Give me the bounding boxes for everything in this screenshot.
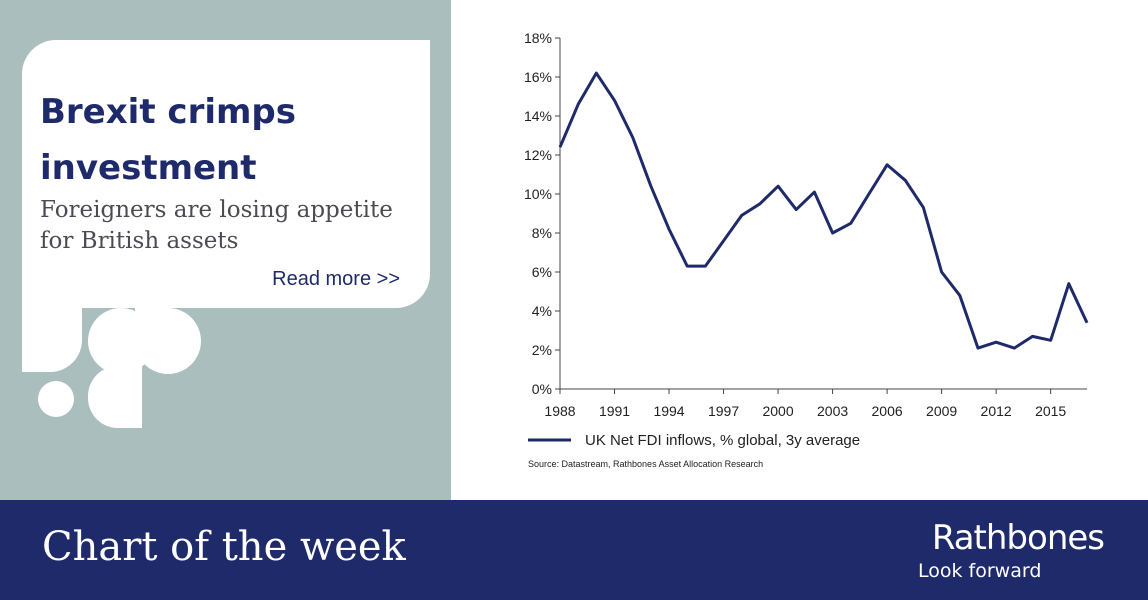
footer-title: Chart of the week (42, 524, 406, 570)
y-tick-label: 4% (532, 303, 552, 319)
x-tick-label: 2009 (926, 403, 957, 419)
y-tick-label: 12% (524, 147, 552, 163)
legend-label: UK Net FDI inflows, % global, 3y average (585, 432, 860, 449)
y-tick-label: 10% (524, 186, 552, 202)
y-axis: 0% 2% 4% 6% 8% 10% 12% 14% 16% 18% (524, 30, 561, 397)
y-tick-label: 14% (524, 108, 552, 124)
chart-source: Source: Datastream, Rathbones Asset Allo… (528, 459, 763, 469)
x-tick-label: 2006 (872, 403, 903, 419)
y-tick-label: 8% (532, 225, 552, 241)
brand-logo-text: Rathbones (931, 518, 1105, 558)
decorative-shape (135, 308, 201, 374)
headline-subtitle: Foreigners are losing appetite for Briti… (40, 197, 393, 254)
y-tick-label: 16% (524, 69, 552, 85)
decorative-dot (38, 381, 74, 417)
line-chart: 0%2%4%6%8%10%12%14%16%18% 1988 1991 1994 19… (524, 30, 1089, 469)
y-tick-label: 2% (532, 342, 552, 358)
decorative-shape (88, 366, 142, 428)
x-tick-label: 2012 (981, 403, 1012, 419)
x-tick-label: 1994 (653, 403, 684, 419)
brand-tagline: Look forward (918, 560, 1042, 582)
y-tick-label: 0% (532, 381, 552, 397)
x-axis: 1988 1991 1994 1997 2000 2003 2006 2009 2012 2015 (544, 388, 1087, 419)
series-group (558, 71, 1089, 350)
headline-bubble: Brexit crimps investment Foreigners are … (22, 40, 430, 308)
x-tick-label: 1988 (544, 403, 575, 419)
headline-panel: Brexit crimps investment Foreigners are … (0, 0, 451, 500)
y-tick-label: 6% (532, 264, 552, 280)
x-tick-label: 1997 (708, 403, 739, 419)
x-tick-label: 2015 (1035, 403, 1066, 419)
footer-bar: Chart of the week Rathbones Look forward (0, 500, 1148, 600)
read-more-link[interactable]: Read more >> (272, 268, 400, 290)
x-tick-label: 2000 (762, 403, 793, 419)
legend: UK Net FDI inflows, % global, 3y average (528, 432, 860, 449)
decorative-shape (22, 308, 82, 372)
x-tick-label: 2003 (817, 403, 848, 419)
headline-title: Brexit crimps investment (40, 92, 296, 188)
y-tick-label: 18% (524, 30, 552, 46)
chart-area: 0% 2% 4% 6% 8% 10% 12% 14% 16% 18% 1988 1991 1994 19… (451, 0, 1148, 500)
series-line (558, 71, 1089, 350)
x-tick-label: 1991 (599, 403, 630, 419)
